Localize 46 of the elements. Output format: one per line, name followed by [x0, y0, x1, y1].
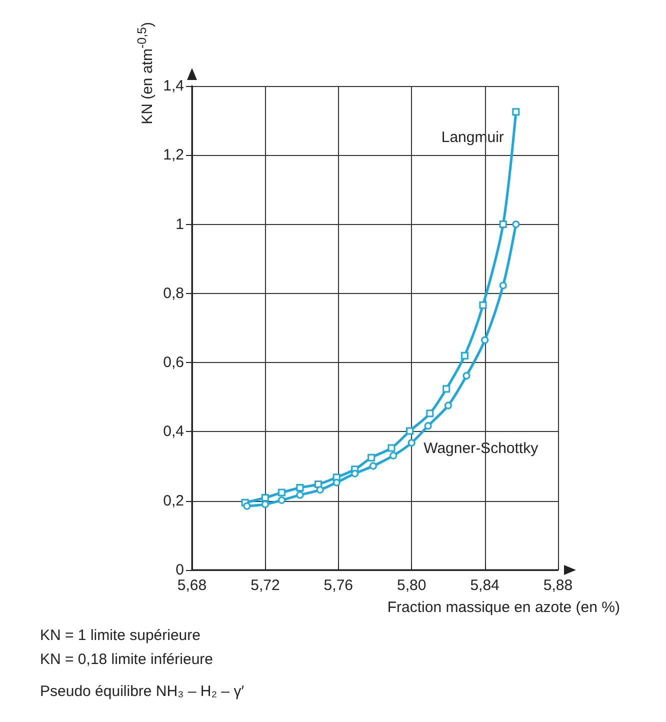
text: KN = 0,18 limite inférieure [40, 651, 213, 668]
point [512, 220, 520, 228]
point [460, 352, 468, 360]
y-tick-label: 1,2 [163, 146, 184, 164]
y-tick-label: 1,4 [163, 78, 184, 94]
point [296, 484, 304, 492]
point [316, 486, 324, 494]
point [332, 478, 340, 486]
point [512, 108, 520, 116]
point [444, 402, 452, 410]
point [368, 454, 376, 462]
x-tick-label: 5,72 [250, 577, 280, 594]
point [351, 470, 359, 478]
point [243, 502, 251, 510]
x-axis-title: Fraction massique en azote (en %) [387, 599, 620, 616]
x-tick-label: 5,76 [324, 577, 353, 594]
point [462, 372, 470, 380]
point [481, 336, 489, 344]
point [479, 301, 487, 309]
x-tick-label: 5,80 [397, 577, 426, 594]
point [296, 491, 304, 499]
point [278, 496, 286, 504]
text: Pseudo équilibre NH₃ – H₂ – γ′ [40, 683, 244, 700]
point [424, 422, 432, 430]
point [426, 410, 434, 418]
x-tick-label: 5,68 [177, 577, 207, 594]
point [369, 462, 377, 470]
y-tick-label: 0,6 [163, 354, 184, 372]
point [261, 500, 269, 508]
text: KN = 1 limite supérieure [40, 627, 200, 644]
y-tick-label: 0,2 [163, 492, 184, 510]
point [388, 444, 396, 452]
point [278, 488, 286, 496]
y-tick-label: 1 [176, 216, 184, 233]
point [408, 439, 416, 447]
x-tick-label: 5,88 [543, 577, 573, 594]
point [406, 427, 414, 435]
point [442, 385, 450, 393]
point [390, 452, 398, 460]
x-tick-label: 5,84 [470, 577, 500, 594]
point [499, 282, 507, 290]
y-tick-label: 0,8 [163, 284, 184, 302]
y-tick-label: 0,4 [163, 423, 184, 440]
point [499, 220, 507, 228]
y-tick-label: 0 [176, 562, 184, 578]
point [261, 494, 269, 502]
